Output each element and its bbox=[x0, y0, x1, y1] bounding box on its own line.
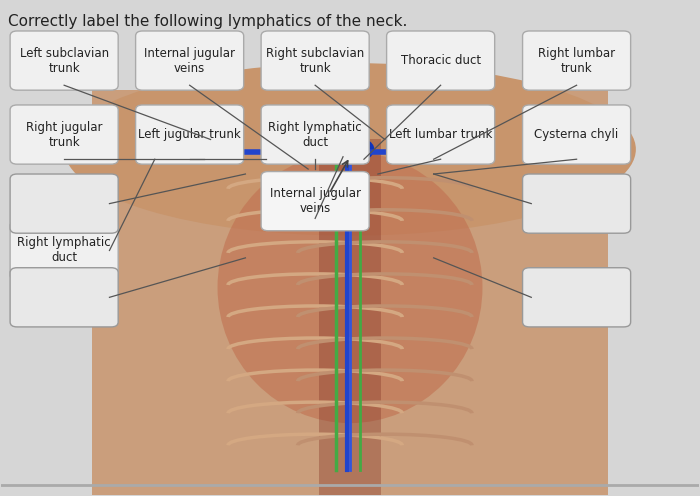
FancyBboxPatch shape bbox=[136, 31, 244, 90]
Bar bbox=[318, 139, 382, 495]
Ellipse shape bbox=[64, 63, 636, 236]
Text: Cysterna chyli: Cysterna chyli bbox=[535, 128, 619, 141]
FancyBboxPatch shape bbox=[386, 31, 495, 90]
FancyBboxPatch shape bbox=[10, 31, 118, 90]
FancyBboxPatch shape bbox=[261, 105, 369, 164]
FancyBboxPatch shape bbox=[10, 268, 118, 327]
Text: Right lymphatic
duct: Right lymphatic duct bbox=[268, 121, 362, 149]
Ellipse shape bbox=[218, 152, 482, 423]
Text: Left lumbar trunk: Left lumbar trunk bbox=[389, 128, 492, 141]
Text: Right subclavian
trunk: Right subclavian trunk bbox=[266, 47, 364, 74]
FancyBboxPatch shape bbox=[523, 174, 631, 233]
Text: Right lymphatic
duct: Right lymphatic duct bbox=[18, 237, 111, 264]
FancyBboxPatch shape bbox=[10, 221, 118, 280]
Text: Right lumbar
trunk: Right lumbar trunk bbox=[538, 47, 615, 74]
FancyBboxPatch shape bbox=[523, 268, 631, 327]
FancyBboxPatch shape bbox=[261, 31, 369, 90]
FancyBboxPatch shape bbox=[386, 105, 495, 164]
Text: Left subclavian
trunk: Left subclavian trunk bbox=[20, 47, 108, 74]
Bar bbox=[92, 90, 608, 495]
FancyBboxPatch shape bbox=[10, 105, 118, 164]
Ellipse shape bbox=[318, 134, 374, 164]
Text: Internal jugular
veins: Internal jugular veins bbox=[270, 187, 360, 215]
FancyBboxPatch shape bbox=[10, 174, 118, 233]
FancyBboxPatch shape bbox=[261, 172, 369, 231]
Text: Right jugular
trunk: Right jugular trunk bbox=[26, 121, 102, 149]
Text: Correctly label the following lymphatics of the neck.: Correctly label the following lymphatics… bbox=[8, 14, 407, 29]
Text: Internal jugular
veins: Internal jugular veins bbox=[144, 47, 235, 74]
Text: Left jugular trunk: Left jugular trunk bbox=[139, 128, 241, 141]
FancyBboxPatch shape bbox=[523, 105, 631, 164]
FancyBboxPatch shape bbox=[136, 105, 244, 164]
FancyBboxPatch shape bbox=[523, 31, 631, 90]
Text: Thoracic duct: Thoracic duct bbox=[400, 54, 481, 67]
